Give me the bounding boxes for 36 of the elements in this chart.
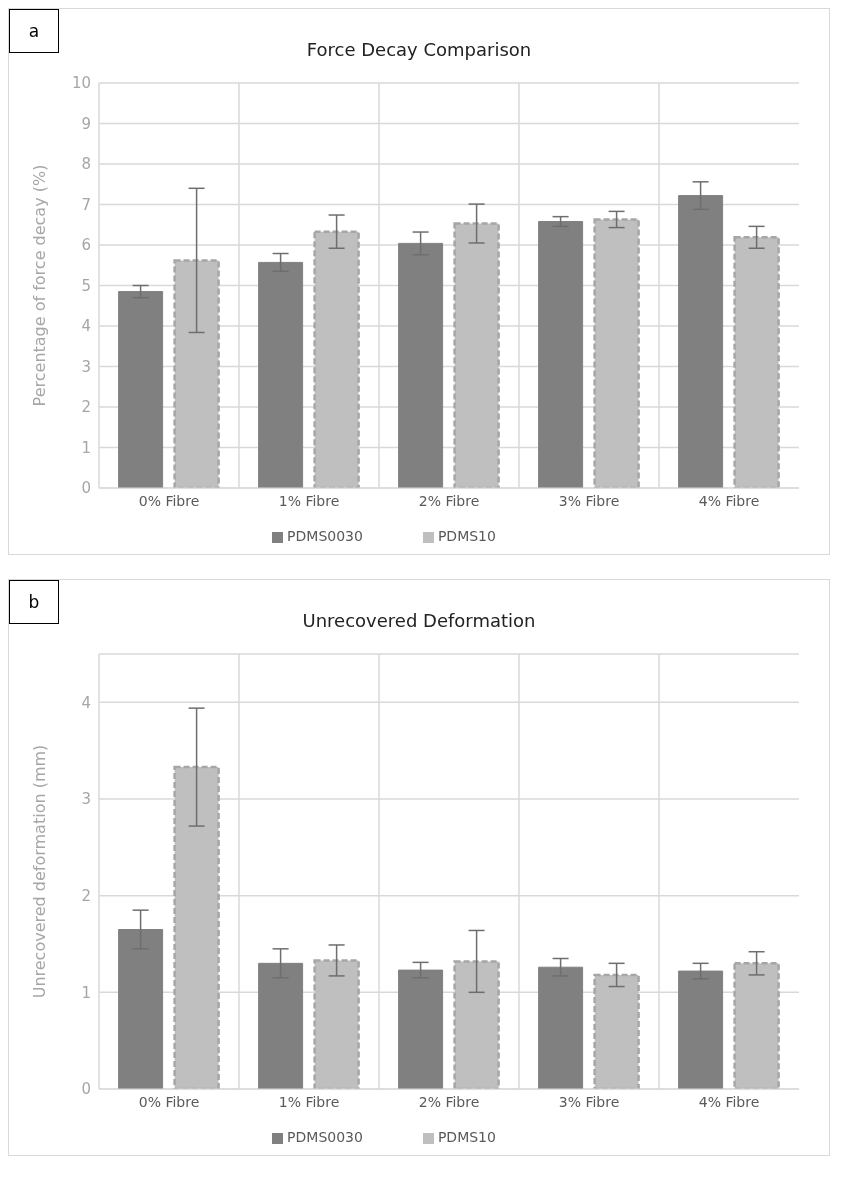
y-tick-label: 2 [81,886,91,905]
y-tick-label: 8 [81,155,91,174]
y-tick-label: 6 [81,236,91,255]
x-tick-label: 4% Fibre [698,1093,760,1110]
y-tick-label: 0 [81,479,91,498]
text: b [9,580,59,624]
y-tick-label: 4 [81,693,91,712]
y-tick-label: 3 [81,790,91,809]
y-axis-title: Unrecovered deformation (mm) [29,744,49,999]
legend-label: PDMS10 [437,528,496,544]
legend-label: PDMS0030 [287,1129,363,1145]
y-tick-label: 5 [81,276,91,295]
x-tick-label: 3% Fibre [558,492,620,509]
legend-label: PDMS10 [437,1129,496,1145]
x-tick-label: 1% Fibre [278,492,340,509]
text: a [9,9,59,53]
y-tick-label: 3 [81,357,91,376]
y-tick-label: 9 [81,114,91,133]
y-tick-label: 7 [81,195,91,214]
y-axis-title: Percentage of force decay (%) [29,164,49,407]
x-tick-label: 4% Fibre [698,492,760,509]
y-tick-label: 10 [71,74,91,93]
legend-label: PDMS0030 [287,528,363,544]
x-tick-label: 0% Fibre [138,492,200,509]
y-tick-label: 2 [81,398,91,417]
x-tick-label: 3% Fibre [558,1093,620,1110]
chart-title: Force Decay Comparison [306,39,532,60]
x-tick-label: 2% Fibre [418,492,480,509]
y-tick-label: 1 [81,983,91,1002]
x-tick-label: 1% Fibre [278,1093,340,1110]
x-tick-label: 2% Fibre [418,1093,480,1110]
chart-title: Unrecovered Deformation [302,610,536,631]
y-tick-label: 1 [81,438,91,457]
x-tick-label: 0% Fibre [138,1093,200,1110]
y-tick-label: 0 [81,1080,91,1099]
y-tick-label: 4 [81,317,91,336]
